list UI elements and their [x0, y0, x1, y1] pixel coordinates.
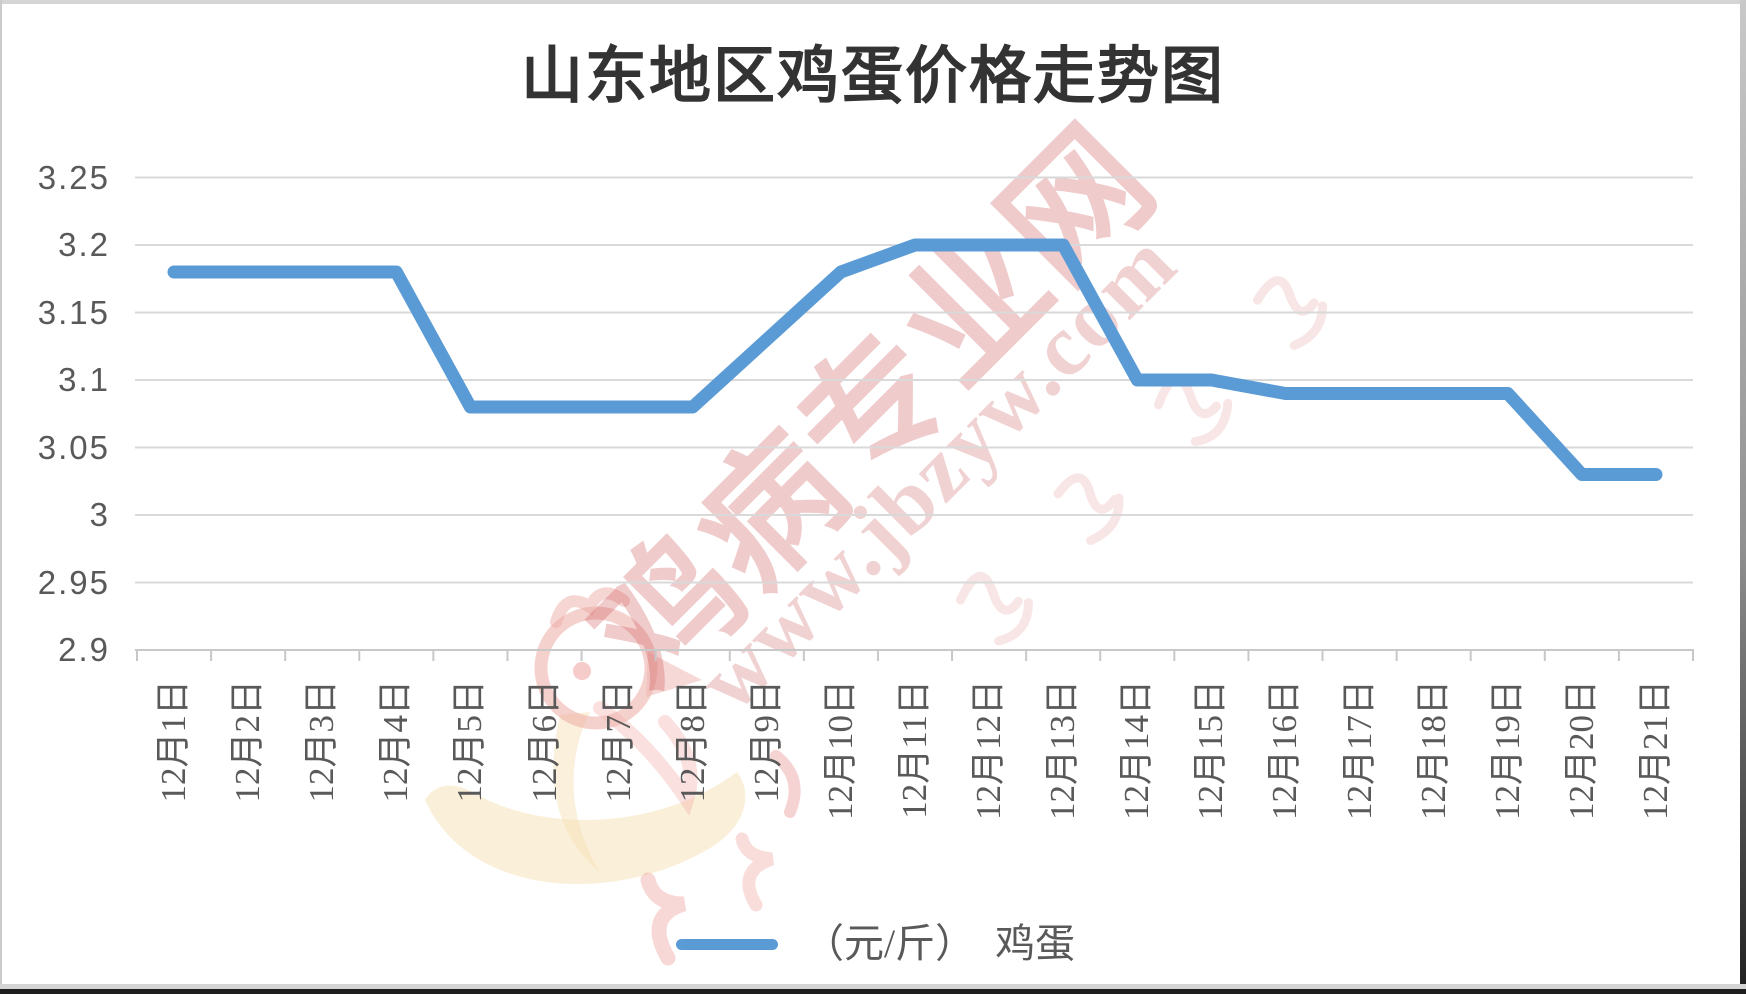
x-axis-tick-label: 12月12日: [969, 680, 1009, 821]
x-axis-tick-label: 12月7日: [598, 680, 638, 803]
window-border-bottom: [0, 984, 1746, 994]
y-axis-tick-label: 3.15: [37, 293, 110, 331]
y-axis-tick-label: 3.05: [37, 428, 110, 466]
x-axis-tick-label: 12月6日: [524, 680, 564, 803]
y-axis-tick-label: 2.9: [58, 631, 110, 668]
window-border-right: [1740, 0, 1746, 994]
x-axis-tick-label: 12月3日: [302, 680, 342, 803]
x-axis-tick-label: 12月5日: [450, 680, 490, 803]
x-axis-tick-label: 12月11日: [895, 680, 934, 819]
chart-title: 山东地区鸡蛋价格走势图: [520, 43, 1225, 111]
x-axis-tick-label: 12月15日: [1191, 680, 1231, 821]
x-axis-tick-label: 12月4日: [376, 680, 416, 803]
x-axis-tick-label: 12月1日: [154, 680, 194, 803]
y-axis-tick-label: 3.2: [58, 226, 110, 263]
x-axis-tick-label: 12月10日: [820, 680, 860, 821]
x-axis-tick-label: 12月14日: [1117, 680, 1157, 821]
x-axis-tick-label: 12月19日: [1487, 680, 1527, 821]
y-axis-tick-label: 2.95: [37, 563, 110, 601]
window-border-left: [0, 0, 2, 994]
x-axis-tick-label: 12月20日: [1561, 680, 1601, 821]
x-axis-tick-label: 12月17日: [1339, 680, 1379, 821]
x-axis-tick-label: 12月9日: [746, 680, 786, 803]
legend-line-swatch: [676, 939, 778, 950]
y-axis-tick-label: 3.25: [37, 158, 110, 196]
x-axis-tick-label: 12月18日: [1413, 680, 1453, 821]
legend-series-label: （元/斤） 鸡蛋: [804, 921, 1076, 966]
window-border-top: [0, 0, 1746, 4]
x-axis-tick-label: 12月21日: [1635, 680, 1675, 821]
x-axis-tick-label: 12月8日: [672, 680, 712, 803]
y-axis-tick-label: 3.1: [58, 361, 110, 398]
x-axis-tick-label: 12月16日: [1265, 680, 1305, 821]
price-line-series: [167, 238, 1663, 481]
y-axis-tick-label: 3: [89, 496, 110, 533]
x-axis-tick-label: 12月13日: [1043, 680, 1083, 821]
x-axis-tick-label: 12月2日: [228, 680, 268, 803]
